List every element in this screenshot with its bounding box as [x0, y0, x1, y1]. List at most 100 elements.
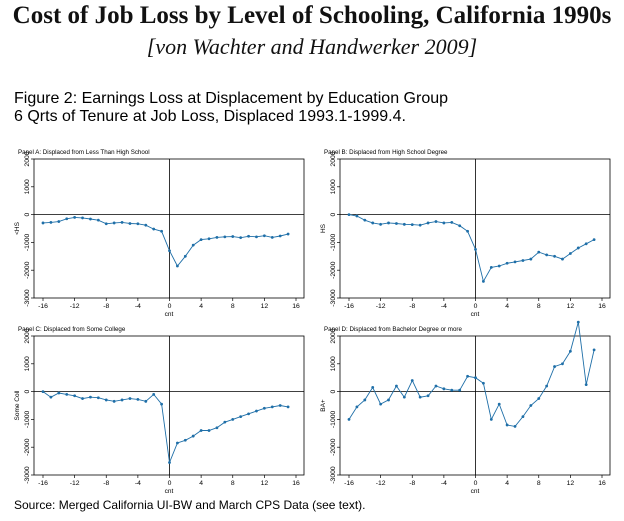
data-point [255, 409, 258, 413]
data-point [41, 221, 45, 225]
x-tick-label: 4 [199, 480, 203, 487]
x-tick-label: 12 [567, 303, 575, 310]
x-tick-label: -16 [38, 303, 48, 310]
data-point [553, 365, 556, 368]
data-point [199, 238, 203, 242]
y-tick-label: -2000 [24, 438, 31, 456]
source-text: Merged California UI-BW and March CPS Da… [58, 498, 366, 512]
data-point [207, 237, 211, 241]
data-point [418, 395, 422, 399]
panel-title: Panel B: Displaced from High School Degr… [324, 149, 448, 156]
data-point [505, 261, 509, 265]
panel-1: Panel A: Displaced from Less Than High S… [14, 149, 305, 318]
data-point [466, 229, 469, 233]
data-point [144, 223, 148, 227]
data-point [96, 218, 100, 222]
x-axis-label: cnt [165, 488, 174, 495]
y-tick-label: 1000 [330, 179, 337, 194]
data-point [278, 404, 282, 407]
data-point [568, 349, 572, 353]
x-tick-label: 16 [598, 480, 606, 487]
y-tick-label: 0 [330, 212, 337, 216]
data-point [160, 402, 163, 406]
y-tick-label: -2000 [24, 261, 31, 279]
data-point [576, 320, 580, 324]
plot-frame [33, 335, 305, 476]
x-axis-label: cnt [471, 311, 480, 318]
data-point [355, 214, 359, 218]
data-point [81, 397, 84, 400]
data-point [561, 257, 564, 261]
data-point [505, 423, 509, 427]
x-tick-label: 4 [505, 480, 509, 487]
data-point [270, 405, 274, 409]
y-tick-label: 2000 [24, 328, 31, 343]
x-tick-label: -8 [409, 303, 415, 310]
data-point [255, 235, 258, 239]
data-point [379, 402, 383, 406]
data-point [592, 238, 596, 242]
data-point [529, 404, 533, 407]
data-point [223, 420, 227, 424]
data-point [41, 390, 45, 393]
data-point [136, 397, 140, 401]
data-point [191, 434, 195, 438]
panel-3: Panel C: Displaced from Some College-16-… [14, 326, 305, 495]
data-point [521, 415, 525, 419]
data-point [363, 398, 367, 402]
x-tick-label: 16 [292, 303, 300, 310]
data-point [215, 426, 219, 430]
data-point [537, 397, 541, 400]
data-point [489, 266, 493, 269]
x-tick-label: -16 [344, 480, 354, 487]
data-point [347, 418, 351, 421]
y-tick-label: 0 [24, 212, 31, 216]
data-point [410, 379, 414, 382]
plot-frame [33, 158, 305, 299]
x-tick-label: 8 [231, 303, 235, 310]
x-tick-label: 0 [168, 480, 172, 487]
data-point [418, 223, 422, 227]
source-note: Source: Merged California UI-BW and Marc… [14, 498, 366, 512]
data-point [442, 221, 446, 225]
data-point [466, 374, 469, 378]
data-point [355, 405, 359, 409]
x-tick-label: -4 [135, 480, 141, 487]
panel-title: Panel D: Displaced from Bachelor Degree … [324, 326, 462, 333]
y-tick-label: -3000 [24, 466, 31, 484]
data-point [584, 242, 588, 246]
data-point [160, 229, 163, 233]
series-line [348, 214, 595, 283]
data-point [207, 429, 211, 432]
data-point [223, 235, 227, 239]
series-line [42, 216, 289, 267]
x-tick-label: -4 [441, 303, 447, 310]
y-tick-label: 1000 [330, 356, 337, 371]
y-tick-label: 2000 [24, 151, 31, 166]
y-tick-label: -2000 [330, 261, 337, 279]
data-point [529, 257, 533, 261]
data-point [395, 384, 398, 388]
data-point [144, 399, 148, 403]
plot-frame [339, 158, 611, 299]
y-tick-label: -1000 [24, 410, 31, 428]
x-tick-label: -12 [70, 480, 80, 487]
x-axis-label: cnt [471, 488, 480, 495]
data-point [576, 246, 580, 250]
data-point [96, 396, 100, 400]
data-point [278, 234, 282, 238]
x-tick-label: 16 [598, 303, 606, 310]
data-point [183, 438, 187, 442]
x-tick-label: 8 [537, 303, 541, 310]
x-tick-label: -16 [344, 303, 354, 310]
data-point [239, 236, 243, 240]
data-point [73, 394, 77, 398]
y-tick-label: 0 [24, 389, 31, 393]
data-point [402, 395, 406, 399]
x-tick-label: 12 [261, 303, 269, 310]
data-point [183, 254, 187, 258]
data-point [73, 215, 77, 219]
panel-4: Panel D: Displaced from Bachelor Degree … [320, 320, 611, 495]
data-point [474, 376, 477, 380]
